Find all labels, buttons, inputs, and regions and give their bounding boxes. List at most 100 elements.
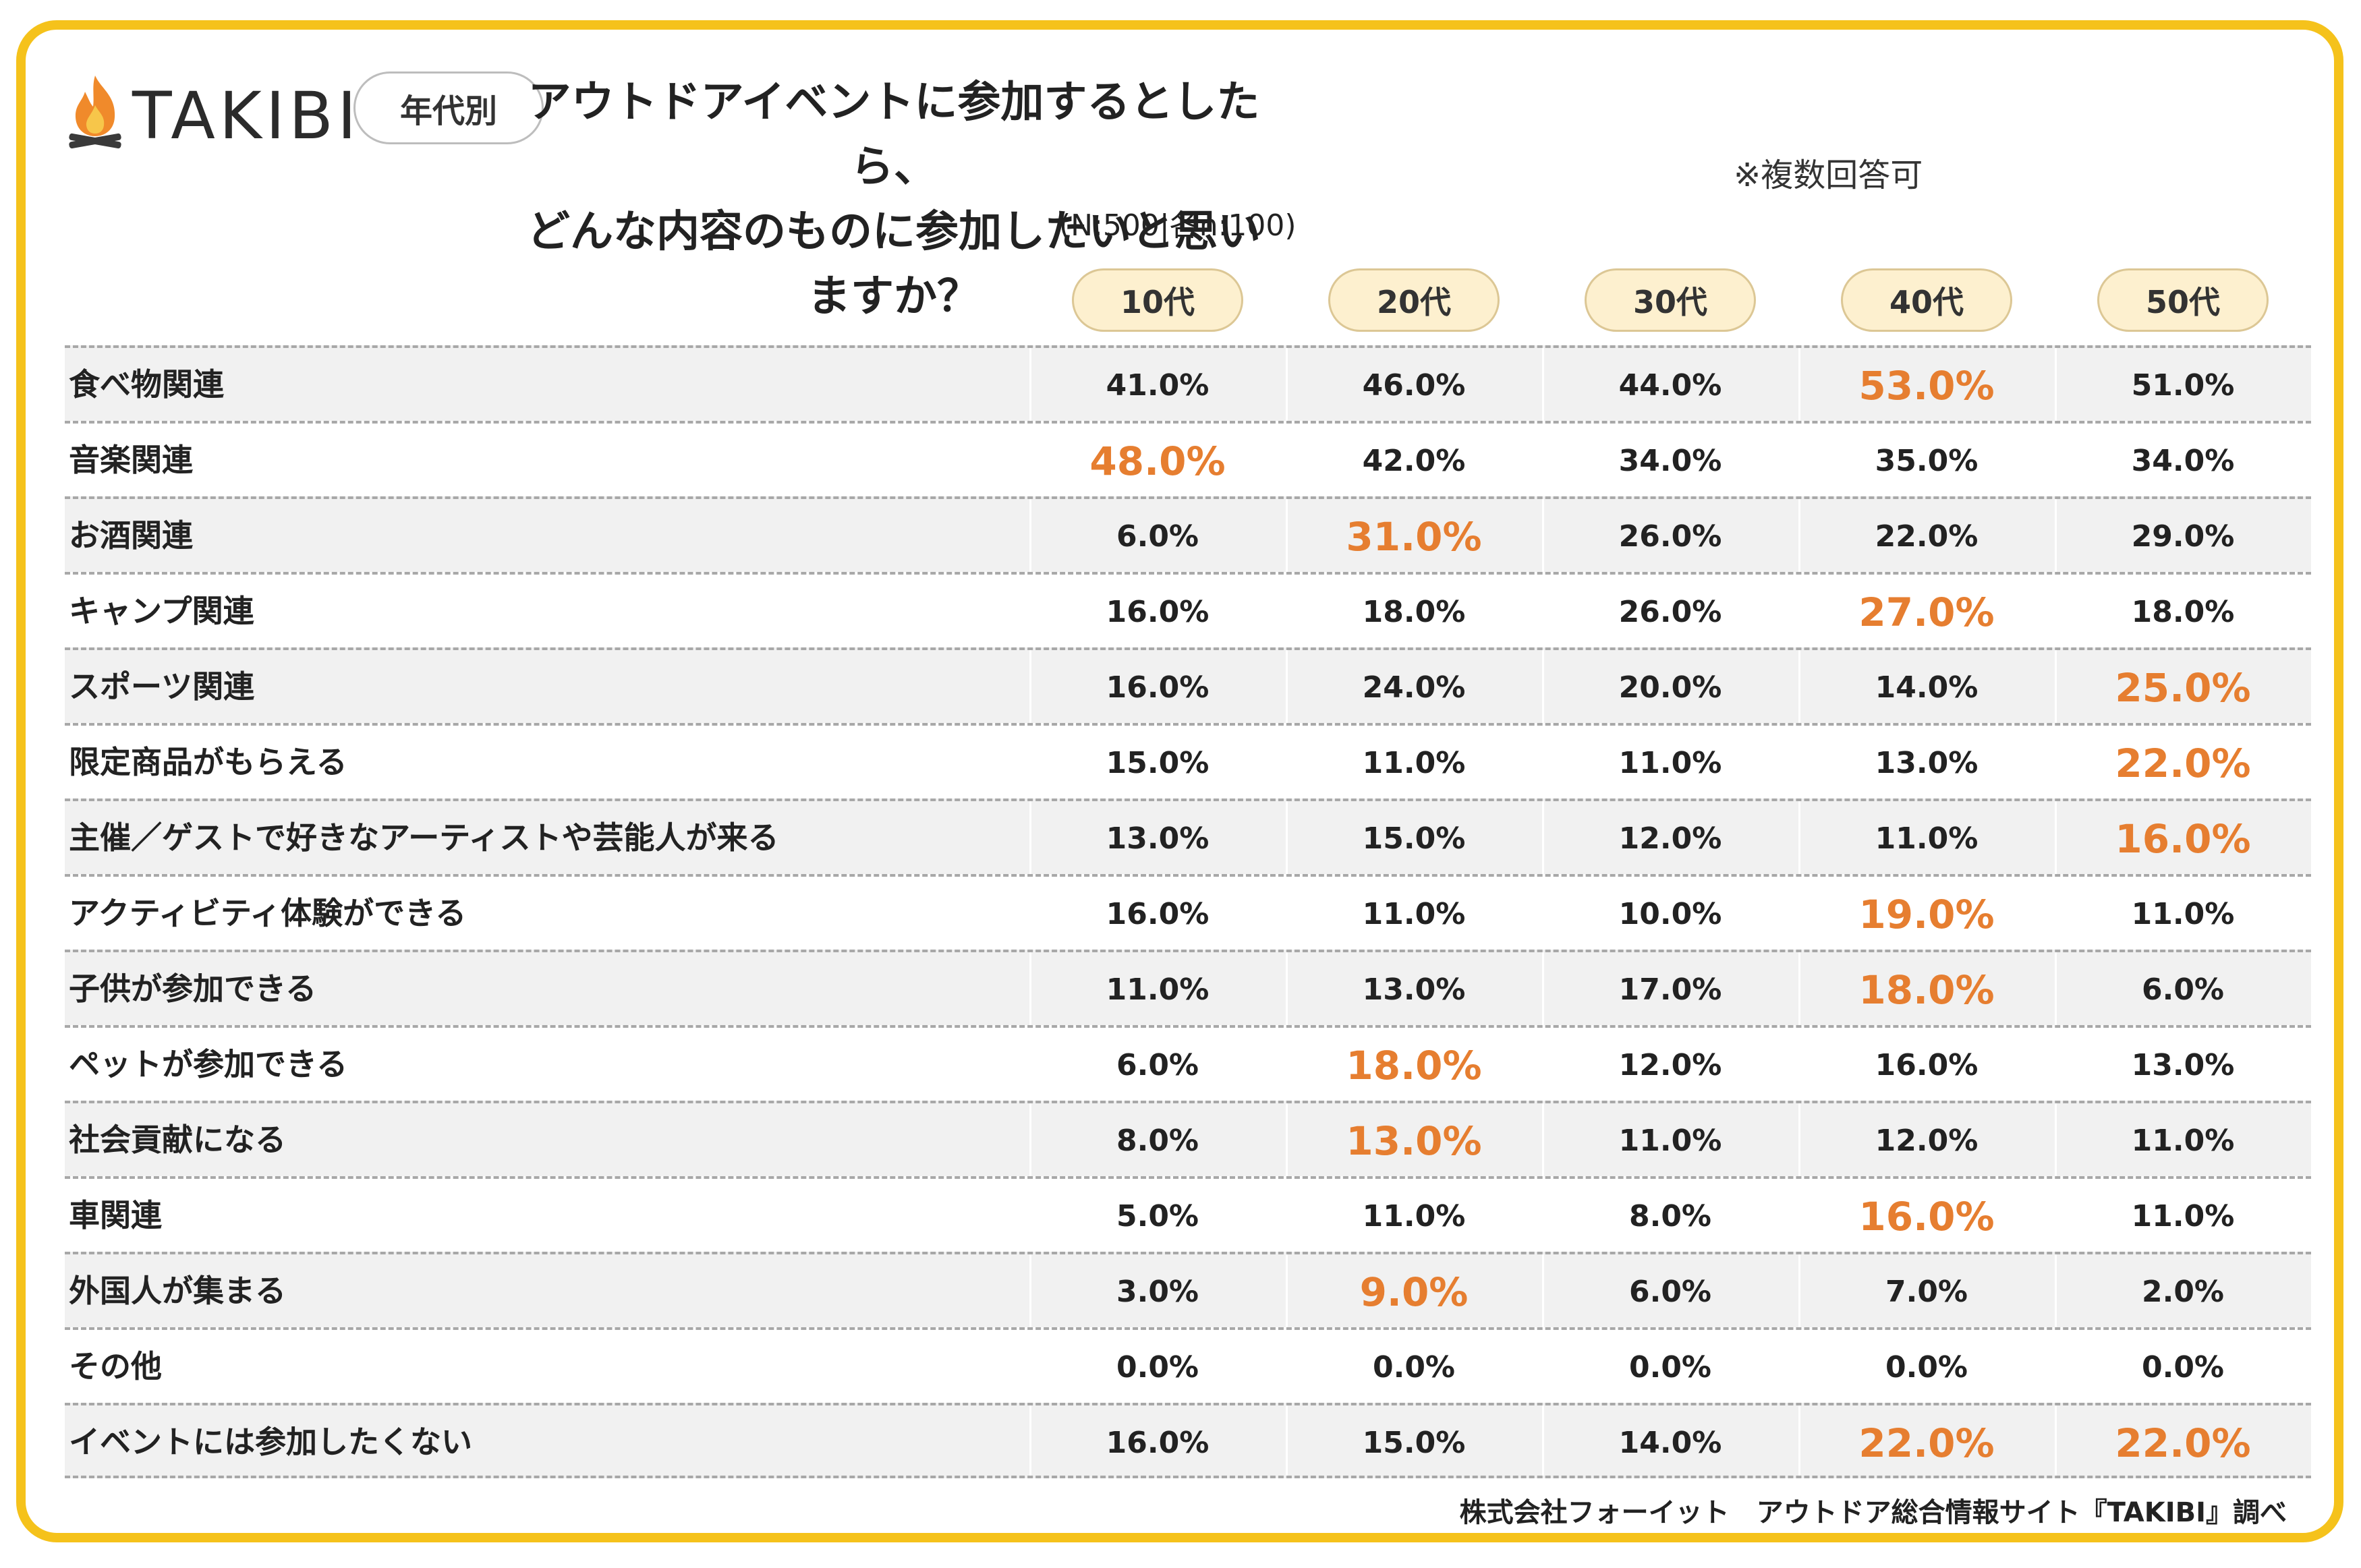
column-divider xyxy=(1286,575,1288,647)
column-divider xyxy=(1029,1405,1031,1476)
table-row: 主催／ゲストで好きなアーティストや芸能人が来る 13.0% 15.0% 12.0% 11… xyxy=(65,798,2311,874)
value-cell: 8.0% xyxy=(1628,1199,1712,1233)
table-row: 限定商品がもらえる 15.0% 11.0% 11.0% 13.0% 22.0% xyxy=(65,723,2311,798)
column-divider xyxy=(1029,1330,1031,1403)
column-divider xyxy=(1286,424,1288,496)
column-header-5: 50代 xyxy=(2097,268,2269,332)
column-divider xyxy=(2055,1179,2057,1252)
column-divider xyxy=(1542,348,1544,421)
value-cell: 12.0% xyxy=(1618,821,1722,856)
column-divider xyxy=(1286,726,1288,798)
column-divider xyxy=(1798,1103,1800,1176)
table-row: 車関連 5.0% 11.0% 8.0% 16.0% 11.0% xyxy=(65,1176,2311,1252)
column-divider xyxy=(1798,499,1800,572)
column-divider xyxy=(1542,877,1544,950)
value-cell: 16.0% xyxy=(1106,897,1210,931)
column-divider xyxy=(2055,499,2057,572)
column-divider xyxy=(1542,424,1544,496)
column-divider xyxy=(2055,348,2057,421)
column-divider xyxy=(1542,726,1544,798)
table-row: キャンプ関連 16.0% 18.0% 26.0% 27.0% 18.0% xyxy=(65,572,2311,647)
multiple-answer-note: ※複数回答可 xyxy=(1734,156,1923,194)
value-cell: 0.0% xyxy=(1372,1350,1456,1385)
column-divider xyxy=(1542,650,1544,723)
column-divider xyxy=(1798,1330,1800,1403)
value-cell: 46.0% xyxy=(1362,368,1466,403)
row-label: アクティビティ体験ができる xyxy=(69,895,467,931)
value-cell: 11.0% xyxy=(1618,1124,1722,1158)
column-divider xyxy=(1542,499,1544,572)
value-cell: 26.0% xyxy=(1618,519,1722,554)
value-cell: 11.0% xyxy=(2131,1199,2235,1233)
column-divider xyxy=(1286,801,1288,874)
column-divider xyxy=(1286,499,1288,572)
column-divider xyxy=(2055,1028,2057,1101)
column-divider xyxy=(1286,1330,1288,1403)
column-divider xyxy=(1798,424,1800,496)
column-divider xyxy=(1798,575,1800,647)
column-divider xyxy=(1542,1103,1544,1176)
row-label: ペットが参加できる xyxy=(69,1046,348,1082)
column-header-4: 40代 xyxy=(1841,268,2012,332)
value-cell: 14.0% xyxy=(1618,1426,1722,1460)
value-cell: 6.0% xyxy=(1116,519,1199,554)
column-divider xyxy=(1029,1103,1031,1176)
value-cell: 7.0% xyxy=(1885,1275,1968,1309)
column-divider xyxy=(1798,952,1800,1025)
brand-name: TAKIBI xyxy=(132,78,361,154)
column-divider xyxy=(1542,1330,1544,1403)
value-cell: 0.0% xyxy=(1628,1350,1712,1385)
highlighted-value-cell: 22.0% xyxy=(2115,741,2251,786)
highlighted-value-cell: 19.0% xyxy=(1858,892,1995,937)
value-cell: 0.0% xyxy=(2141,1350,2225,1385)
value-cell: 51.0% xyxy=(2131,368,2235,403)
highlighted-value-cell: 22.0% xyxy=(2115,1420,2251,1466)
value-cell: 14.0% xyxy=(1875,670,1979,705)
column-divider xyxy=(1798,1405,1800,1476)
column-divider xyxy=(2055,1103,2057,1176)
value-cell: 11.0% xyxy=(1362,897,1466,931)
column-divider xyxy=(1542,1254,1544,1327)
value-cell: 11.0% xyxy=(1362,1199,1466,1233)
sample-size: (N:500|各n:100) xyxy=(1059,208,1297,243)
value-cell: 10.0% xyxy=(1618,897,1722,931)
value-cell: 29.0% xyxy=(2131,519,2235,554)
highlighted-value-cell: 16.0% xyxy=(1858,1194,1995,1240)
row-label: 限定商品がもらえる xyxy=(69,744,347,780)
value-cell: 6.0% xyxy=(1628,1275,1712,1309)
table-row: ペットが参加できる 6.0% 18.0% 12.0% 16.0% 13.0% xyxy=(65,1025,2311,1101)
column-divider xyxy=(2055,575,2057,647)
highlighted-value-cell: 25.0% xyxy=(2115,665,2251,711)
value-cell: 0.0% xyxy=(1116,1350,1199,1385)
value-cell: 13.0% xyxy=(1362,972,1466,1007)
table-row: 外国人が集まる 3.0% 9.0% 6.0% 7.0% 2.0% xyxy=(65,1252,2311,1327)
row-label: 食べ物関連 xyxy=(69,366,224,403)
column-header-1: 10代 xyxy=(1072,268,1243,332)
column-divider xyxy=(1542,575,1544,647)
row-label: スポーツ関連 xyxy=(69,668,255,705)
value-cell: 34.0% xyxy=(2131,444,2235,478)
column-divider xyxy=(2055,801,2057,874)
value-cell: 2.0% xyxy=(2141,1275,2225,1309)
highlighted-value-cell: 53.0% xyxy=(1858,363,1995,409)
value-cell: 11.0% xyxy=(1362,746,1466,780)
row-label: その他 xyxy=(69,1348,162,1385)
highlighted-value-cell: 13.0% xyxy=(1346,1118,1482,1164)
highlighted-value-cell: 48.0% xyxy=(1089,438,1226,484)
row-label: 外国人が集まる xyxy=(69,1273,286,1309)
column-divider xyxy=(2055,650,2057,723)
value-cell: 5.0% xyxy=(1116,1199,1199,1233)
row-label: お酒関連 xyxy=(69,517,193,554)
value-cell: 0.0% xyxy=(1885,1350,1968,1385)
value-cell: 6.0% xyxy=(2141,972,2225,1007)
value-cell: 42.0% xyxy=(1362,444,1466,478)
column-divider xyxy=(1029,726,1031,798)
column-divider xyxy=(2055,1405,2057,1476)
column-divider xyxy=(1029,575,1031,647)
value-cell: 11.0% xyxy=(2131,1124,2235,1158)
column-divider xyxy=(2055,1330,2057,1403)
column-divider xyxy=(1798,877,1800,950)
column-divider xyxy=(1542,1028,1544,1101)
value-cell: 17.0% xyxy=(1618,972,1722,1007)
column-divider xyxy=(1029,1254,1031,1327)
